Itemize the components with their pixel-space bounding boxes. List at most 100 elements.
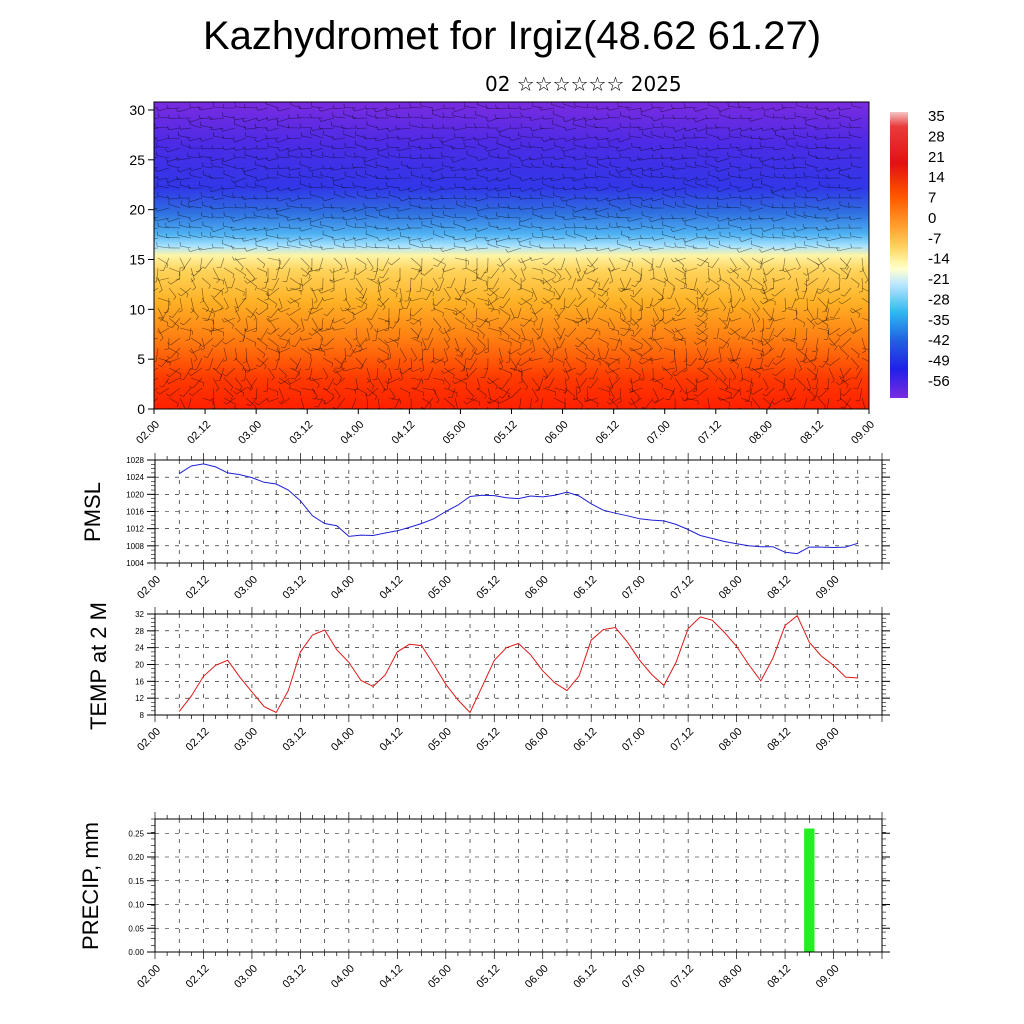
- wind-barb-flag: [307, 270, 312, 273]
- wind-barb: [752, 387, 764, 395]
- wind-barb-flag: [583, 397, 587, 402]
- wind-barb: [322, 357, 333, 364]
- wind-barb: [696, 407, 698, 409]
- wind-barb: [685, 287, 698, 292]
- pmsl-x-tick-label: 05.00: [426, 574, 454, 602]
- wind-barb: [740, 197, 753, 200]
- wind-barb: [421, 287, 434, 293]
- wind-barb: [750, 207, 764, 212]
- wind-barb-flag: [210, 327, 214, 332]
- wind-barb-flag: [476, 245, 479, 250]
- wind-barb: [829, 187, 841, 189]
- wind-barb: [324, 197, 335, 202]
- wind-barb-flag: [628, 401, 632, 405]
- wind-barb-flag: [750, 177, 753, 181]
- wind-barb-flag: [672, 286, 675, 291]
- wind-barb-flag: [682, 134, 685, 139]
- wind-barb-flag: [297, 113, 299, 118]
- wind-barb: [476, 327, 485, 336]
- wind-barb-flag: [394, 369, 399, 371]
- wind-barb: [226, 397, 236, 405]
- wind-barb: [673, 117, 687, 120]
- wind-barb: [696, 347, 702, 358]
- wind-barb: [662, 307, 676, 312]
- wind-barb-flag: [815, 167, 818, 172]
- wind-barb: [454, 297, 467, 302]
- wind-barb-flag: [596, 414, 597, 418]
- wind-barb: [822, 277, 830, 291]
- wind-barb: [818, 227, 830, 231]
- wind-barb-flag: [736, 274, 739, 279]
- wind-barb-flag: [497, 403, 500, 408]
- wind-barb-flag: [299, 283, 304, 286]
- wind-barb-flag: [776, 356, 781, 358]
- wind-barb: [365, 233, 379, 239]
- wind-barb: [311, 297, 314, 309]
- wind-barb: [728, 156, 742, 159]
- precip-y-tick-label: 0.00: [128, 948, 144, 957]
- wind-barb-flag: [520, 123, 522, 128]
- wind-barb-flag: [388, 262, 392, 266]
- wind-barb-flag: [836, 213, 839, 219]
- wind-barb: [366, 327, 370, 340]
- wind-barb-flag: [529, 194, 532, 199]
- wind-barb: [551, 347, 555, 362]
- wind-barb-flag: [288, 187, 291, 192]
- heatmap-y-tick-label: 0: [137, 401, 145, 417]
- wind-barb: [236, 387, 247, 395]
- wind-barb-flag: [650, 204, 652, 209]
- wind-barb: [201, 327, 212, 332]
- temp-x-tick-label: 07.12: [668, 726, 696, 754]
- wind-barb-flag: [166, 374, 170, 377]
- wind-barb-flag: [531, 222, 533, 227]
- wind-barb: [300, 387, 315, 391]
- wind-barb-flag: [210, 228, 214, 233]
- wind-barb-flag: [595, 247, 598, 251]
- wind-barb: [632, 146, 643, 149]
- wind-barb: [421, 397, 432, 405]
- wind-barb: [693, 277, 698, 290]
- wind-barb-flag: [357, 305, 362, 308]
- wind-barb-flag: [681, 217, 684, 222]
- wind-barb-flag: [805, 279, 810, 282]
- wind-barb-flag: [377, 304, 382, 307]
- wind-barb-flag: [714, 123, 717, 128]
- wind-barb-flag: [464, 377, 469, 381]
- wind-barb-flag: [651, 154, 654, 159]
- wind-barb-flag: [275, 138, 278, 143]
- wind-barb-flag: [771, 401, 776, 405]
- wind-barb: [739, 167, 753, 172]
- wind-barb: [659, 257, 665, 268]
- wind-barb-flag: [533, 298, 538, 302]
- wind-barb: [409, 217, 423, 220]
- wind-barb: [729, 217, 742, 222]
- wind-barb: [597, 387, 610, 392]
- wind-barb: [822, 357, 830, 368]
- wind-barb-flag: [781, 125, 784, 130]
- wind-barb: [780, 347, 786, 358]
- wind-barb-flag: [298, 227, 302, 232]
- wind-barb: [654, 397, 665, 404]
- wind-barb-flag: [188, 222, 190, 227]
- wind-barb-flag: [696, 233, 698, 238]
- wind-barb-flag: [352, 163, 354, 168]
- wind-barb: [351, 397, 357, 409]
- wind-barb-flag: [465, 374, 470, 377]
- wind-barb: [203, 337, 214, 347]
- wind-barb: [286, 267, 291, 282]
- wind-barb: [201, 307, 215, 314]
- wind-barb: [411, 297, 423, 302]
- pmsl-x-tick-label: 04.12: [378, 574, 406, 602]
- wind-barb: [267, 187, 280, 193]
- wind-barb-flag: [156, 175, 159, 180]
- wind-barb-flag: [200, 145, 203, 150]
- wind-barb: [640, 267, 643, 282]
- wind-barb-flag: [771, 317, 775, 322]
- wind-barb: [454, 287, 462, 298]
- wind-barb: [246, 327, 258, 333]
- wind-barb: [732, 387, 742, 399]
- wind-barb-flag: [542, 375, 547, 378]
- wind-barb-flag: [453, 242, 455, 247]
- wind-barb: [718, 377, 729, 387]
- wind-barb-flag: [189, 103, 191, 108]
